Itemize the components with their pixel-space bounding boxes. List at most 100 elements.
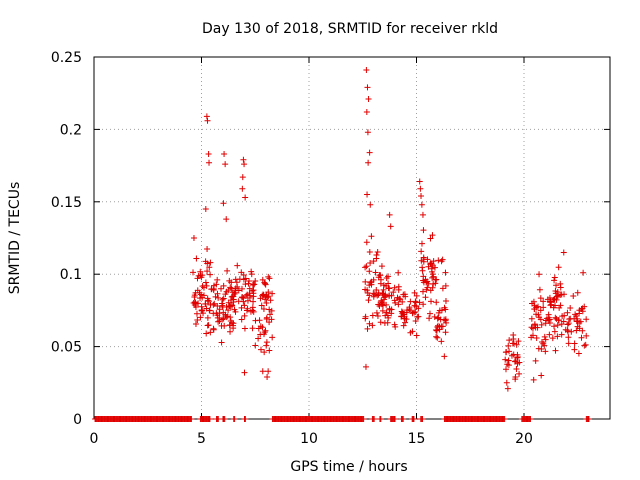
data-point [433,333,440,340]
data-point [377,276,384,283]
data-point [214,276,221,283]
data-point [516,370,523,377]
data-point [420,301,427,308]
data-point [266,319,273,326]
data-point [377,319,384,326]
data-point [220,200,227,207]
data-point [566,316,573,323]
data-point [557,280,564,287]
x-axis-label: GPS time / hours [290,459,407,475]
data-point [441,353,448,360]
data-point [502,349,509,356]
y-axis-label: SRMTID / TECUs [7,182,23,295]
data-point [263,299,270,306]
data-point [205,151,212,158]
data-point [240,156,247,163]
data-point [238,285,245,292]
data-point [530,376,537,383]
data-point [266,306,273,313]
data-point [430,258,437,265]
data-point [370,258,377,265]
data-point [364,84,371,91]
data-point [214,303,221,310]
data-point [400,291,407,298]
data-point [200,292,207,299]
data-point [363,67,370,74]
data-point [553,315,560,322]
data-point [571,346,578,353]
data-point [554,333,561,340]
data-point [238,304,245,311]
data-point [399,310,406,317]
data-point [414,313,421,320]
data-point [367,201,374,208]
data-point [564,328,571,335]
data-point [552,302,559,309]
data-point [383,309,390,316]
data-point [542,348,549,355]
x-tick-label: 15 [408,431,426,447]
data-point [255,325,262,332]
y-tick-label: 0.1 [60,267,82,283]
data-point [362,264,369,271]
data-point [202,258,209,265]
chart-title: Day 130 of 2018, SRMTID for receiver rkl… [202,21,498,37]
data-point [538,321,545,328]
zero-point [410,416,417,422]
data-point [553,282,560,289]
data-point [363,263,370,270]
data-point [439,256,446,263]
data-point [373,255,380,262]
data-point [561,312,568,319]
data-point [257,331,264,338]
data-point [204,117,211,124]
data-points [190,67,590,392]
data-point [262,296,269,303]
data-point [515,338,522,345]
data-point [250,308,257,315]
zero-point [188,416,195,422]
data-point [418,240,425,247]
data-point [419,264,426,271]
data-point [228,302,235,309]
data-point [379,307,386,314]
data-point [554,322,561,329]
data-point [557,302,564,309]
data-point [385,280,392,287]
data-point [538,346,545,353]
data-point [386,211,393,218]
data-point [227,303,234,310]
data-point [368,281,375,288]
data-point [364,325,371,332]
data-point [565,334,572,341]
data-point [265,368,272,375]
data-point [206,159,213,166]
data-point [420,227,427,234]
data-point [250,287,257,294]
data-point [227,328,234,335]
data-point [404,307,411,314]
data-point [205,298,212,305]
data-point [583,332,590,339]
data-point [231,291,238,298]
data-point [564,309,571,316]
data-point [420,254,427,261]
data-point [557,291,564,298]
data-point [238,269,245,276]
data-point [434,334,441,341]
data-point [364,191,371,198]
data-point [502,356,509,363]
data-point [419,288,426,295]
data-point [546,298,553,305]
zero-point [527,416,534,422]
data-point [504,385,511,392]
data-point [369,322,376,329]
data-point [395,301,402,308]
data-point [391,321,398,328]
data-point [204,268,211,275]
data-point [195,272,202,279]
data-point [241,325,248,332]
data-point [418,193,425,200]
data-point [252,317,259,324]
data-point [424,256,431,263]
